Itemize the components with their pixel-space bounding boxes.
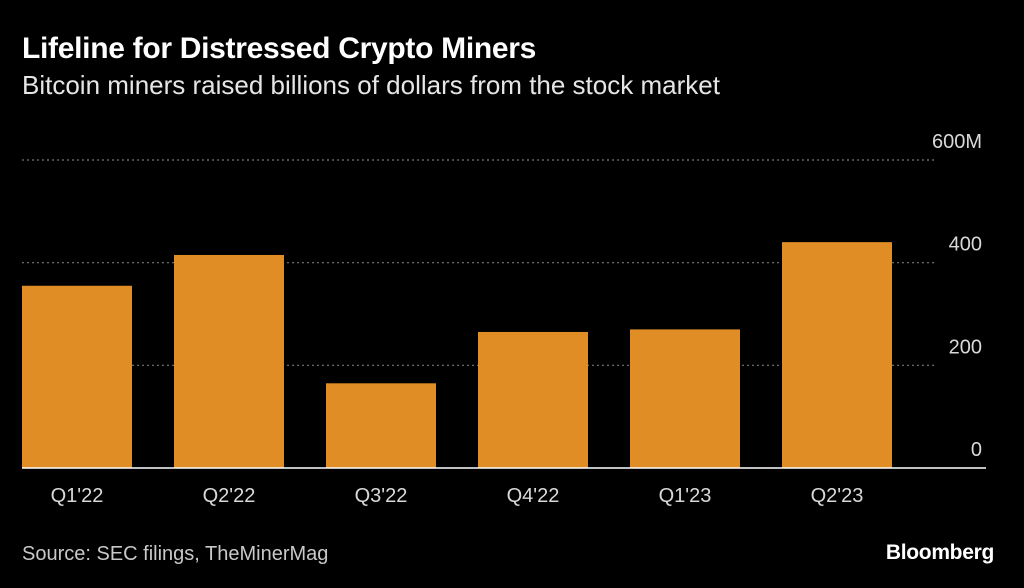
y-tick-label: 400 bbox=[949, 234, 982, 256]
bloomberg-logo: Bloomberg bbox=[885, 541, 994, 564]
chart-title: Lifeline for Distressed Crypto Miners bbox=[22, 32, 537, 65]
source-note: Source: SEC filings, TheMinerMag bbox=[22, 543, 329, 565]
bar-Q322 bbox=[326, 383, 436, 468]
bar-Q122 bbox=[22, 285, 132, 468]
y-tick-label: 200 bbox=[949, 336, 982, 358]
bar-Q422 bbox=[478, 331, 588, 468]
y-tick-label: 600M bbox=[932, 131, 982, 153]
x-tick-label: Q4'22 bbox=[507, 485, 560, 507]
x-tick-label: Q3'22 bbox=[355, 485, 408, 507]
bar-chart: 0 200 400 600M Q1'22 Q2'22 Q3'22 Q4'22 Q1'23 Q2'2… bbox=[22, 131, 986, 507]
x-tick-label: Q2'23 bbox=[811, 485, 864, 507]
x-tick-label: Q1'23 bbox=[659, 485, 712, 507]
x-tick-label: Q2'22 bbox=[203, 485, 256, 507]
bar-Q223 bbox=[782, 242, 892, 468]
chart-subtitle: Bitcoin miners raised billions of dollar… bbox=[22, 70, 720, 100]
x-tick-label: Q1'22 bbox=[51, 485, 104, 507]
bar-Q123 bbox=[630, 329, 740, 468]
bar-Q222 bbox=[174, 254, 284, 468]
y-tick-label: 0 bbox=[971, 439, 982, 461]
